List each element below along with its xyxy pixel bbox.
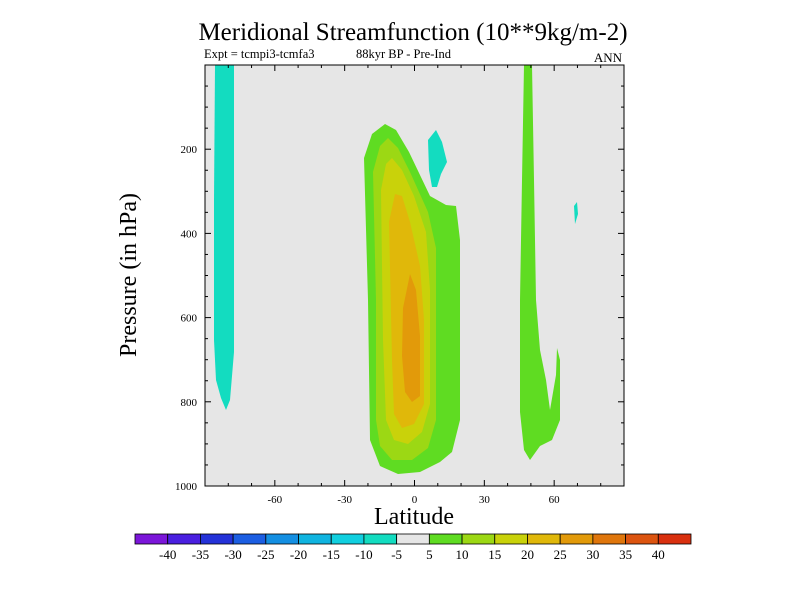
- colorbar-label: -35: [192, 547, 209, 562]
- colorbar-swatch: [396, 533, 430, 545]
- y-axis-label: Pressure (in hPa): [116, 193, 142, 357]
- x-tick-label: 60: [549, 494, 561, 506]
- colorbar-swatch: [298, 533, 332, 545]
- axes: -60 -30 0 30 60 200 400 600 800 1000: [175, 64, 625, 506]
- contour-cell-neg-north-tiny: [574, 202, 578, 224]
- colorbar-label: 15: [488, 547, 501, 562]
- y-tick-label: 800: [181, 397, 198, 409]
- y-tick-label: 600: [181, 313, 198, 325]
- chart-subtitle-period: 88kyr BP - Pre-Ind: [356, 47, 452, 61]
- colorbar-label: 35: [619, 547, 632, 562]
- colorbar-label: -20: [290, 547, 307, 562]
- chart-subtitle-season: ANN: [594, 50, 623, 65]
- colorbar-swatch: [200, 533, 234, 545]
- y-tick-label: 1000: [175, 481, 198, 493]
- colorbar-swatch: [625, 533, 659, 545]
- colorbar-swatch: [232, 533, 267, 545]
- contour-cell-pos-equator-l5: [402, 274, 420, 402]
- contour-cell-pos-north: [520, 65, 560, 460]
- colorbar-swatch: [657, 533, 692, 545]
- colorbar-swatch: [494, 533, 528, 545]
- x-tick-label: 30: [479, 494, 491, 506]
- colorbar-swatch: [363, 533, 398, 545]
- colorbar-label: 20: [521, 547, 534, 562]
- contour-cell-neg-small: [428, 130, 447, 187]
- x-tick-label: -30: [337, 494, 352, 506]
- y-tick-label: 400: [181, 228, 198, 240]
- colorbar-label: 10: [456, 547, 469, 562]
- colorbar-label: -10: [355, 547, 372, 562]
- colorbar-label: 25: [554, 547, 567, 562]
- chart-subtitle-expt: Expt = tcmpi3-tcmfa3: [204, 47, 315, 61]
- colorbar-label: 40: [652, 547, 665, 562]
- colorbar-swatch: [428, 533, 463, 545]
- colorbar-label: 30: [586, 547, 599, 562]
- colorbar-swatch: [559, 533, 594, 545]
- contour-cell-neg-south: [214, 65, 234, 410]
- colorbar-label: -25: [257, 547, 274, 562]
- colorbar-label: -15: [323, 547, 340, 562]
- colorbar-swatch: [265, 533, 299, 545]
- colorbar-swatch: [461, 533, 496, 545]
- colorbar-swatch: [167, 533, 201, 545]
- contour-fills: [214, 65, 578, 474]
- x-tick-label: -60: [267, 494, 282, 506]
- colorbar-label: 5: [426, 547, 433, 562]
- colorbar-swatch: [592, 533, 626, 545]
- colorbar: -40 -35 -30 -25 -20 -15 -10 -5 5 10 15 20 25 30 35 40: [134, 533, 692, 562]
- colorbar-swatch: [134, 533, 169, 545]
- colorbar-label: -5: [391, 547, 402, 562]
- colorbar-swatch: [330, 533, 365, 545]
- x-tick-label: 0: [412, 494, 418, 506]
- chart-title: Meridional Streamfunction (10**9kg/m-2): [198, 19, 627, 46]
- colorbar-label: -40: [159, 547, 176, 562]
- x-axis-label: Latitude: [374, 504, 454, 530]
- colorbar-swatch: [527, 533, 561, 545]
- colorbar-label: -30: [224, 547, 241, 562]
- y-tick-label: 200: [181, 144, 198, 156]
